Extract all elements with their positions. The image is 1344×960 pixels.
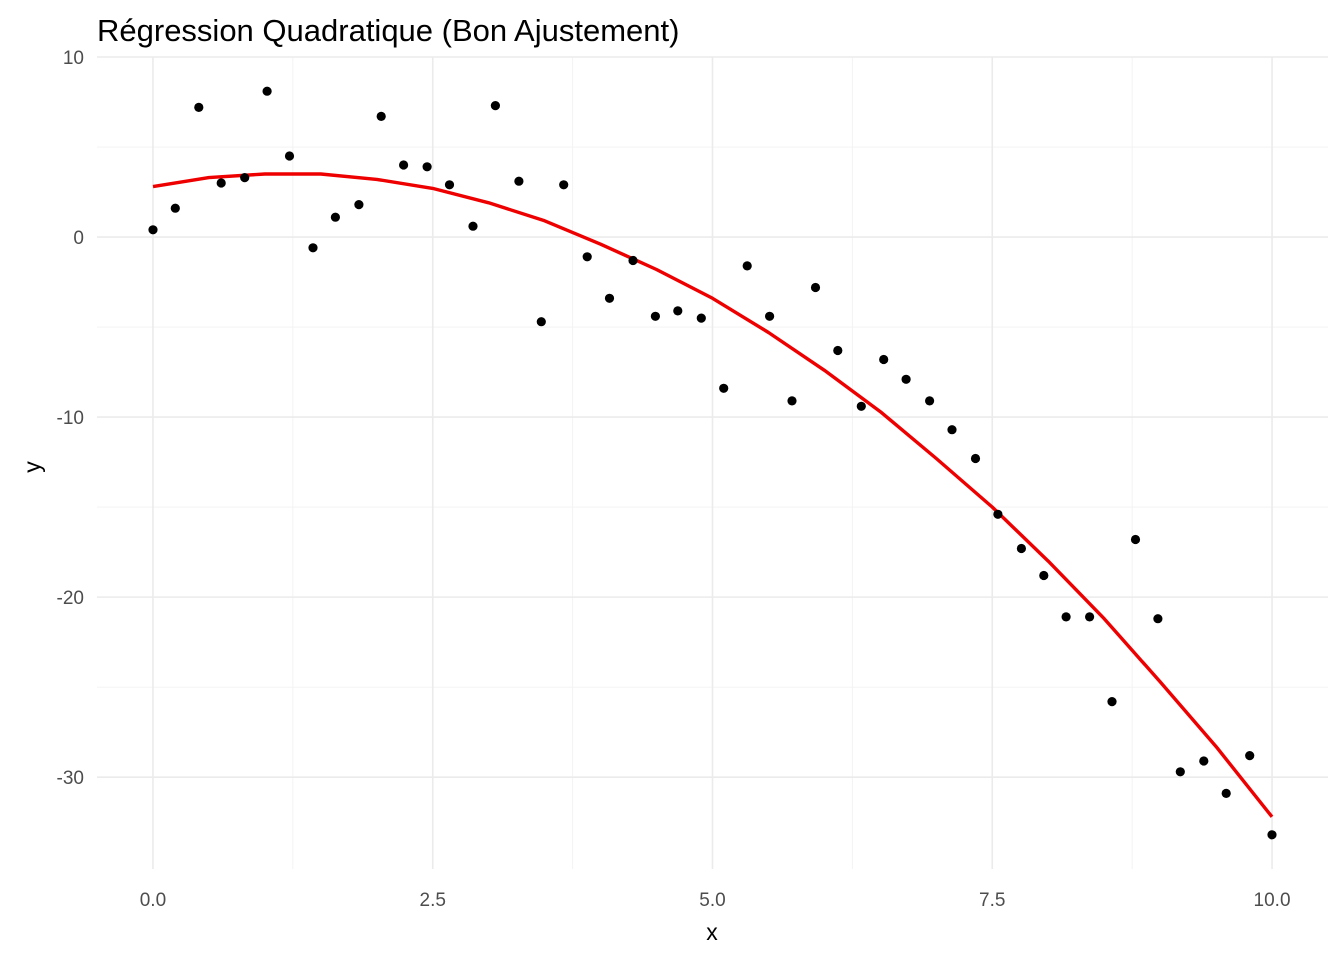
data-point — [1130, 534, 1141, 545]
x-tick-label: 0.0 — [140, 890, 166, 911]
data-point — [970, 453, 981, 464]
x-axis-ticks: 0.0 2.5 5.0 7.5 10.0 — [140, 890, 1291, 911]
data-point — [240, 173, 250, 183]
data-point — [993, 509, 1003, 519]
data-point — [422, 162, 432, 172]
data-point — [1267, 830, 1277, 840]
data-point — [399, 160, 409, 170]
data-point — [559, 180, 569, 190]
data-point — [650, 311, 661, 321]
data-point — [879, 354, 889, 365]
data-point — [696, 313, 706, 323]
data-point — [194, 102, 204, 112]
chart-title: Régression Quadratique (Bon Ajustement) — [97, 13, 679, 48]
scatter-points — [148, 86, 1277, 840]
data-point — [1175, 767, 1185, 777]
data-point — [536, 317, 546, 327]
data-point — [628, 255, 638, 266]
data-point — [925, 396, 935, 406]
y-tick-label: 10 — [63, 48, 84, 69]
data-point — [1199, 756, 1209, 766]
grid-lines — [97, 56, 1328, 869]
y-tick-label: 0 — [73, 228, 84, 249]
y-axis-title: y — [19, 461, 45, 473]
data-point — [262, 86, 272, 96]
y-tick-label: -20 — [57, 588, 84, 609]
data-point — [1107, 697, 1117, 707]
y-axis-ticks: 10 0 -10 -20 -30 — [57, 48, 84, 789]
data-point — [468, 221, 478, 231]
data-point — [1039, 570, 1049, 581]
data-point — [582, 252, 592, 262]
data-point — [490, 101, 500, 111]
data-point — [856, 401, 866, 411]
data-point — [787, 396, 797, 406]
data-point — [354, 200, 364, 210]
data-point — [170, 203, 180, 213]
data-point — [833, 345, 843, 356]
data-point — [1153, 614, 1163, 624]
quadratic-fit-line — [152, 172, 1274, 818]
data-point — [1245, 751, 1255, 761]
data-point — [308, 243, 318, 253]
x-tick-label: 10.0 — [1254, 890, 1291, 911]
data-point — [376, 111, 386, 121]
fit-curve-layer — [152, 172, 1274, 818]
y-tick-label: -30 — [57, 768, 84, 789]
data-point — [765, 311, 775, 321]
data-point — [742, 261, 752, 271]
data-point — [216, 178, 226, 188]
data-point — [1061, 612, 1071, 622]
data-point — [284, 151, 295, 161]
data-point — [901, 374, 911, 384]
data-point — [673, 306, 683, 316]
y-tick-label: -10 — [57, 408, 84, 429]
x-tick-label: 7.5 — [979, 890, 1005, 911]
data-point — [1016, 543, 1026, 554]
data-point — [1085, 612, 1095, 622]
data-point — [444, 180, 455, 190]
data-point — [148, 225, 158, 235]
x-axis-title: x — [706, 919, 718, 945]
data-point — [604, 293, 615, 303]
data-point — [719, 383, 729, 393]
x-tick-label: 5.0 — [699, 890, 725, 911]
data-point — [330, 212, 340, 222]
data-point — [1221, 788, 1231, 799]
x-tick-label: 2.5 — [420, 890, 446, 911]
data-point — [810, 282, 821, 293]
data-point — [947, 425, 957, 435]
data-point — [514, 176, 524, 186]
